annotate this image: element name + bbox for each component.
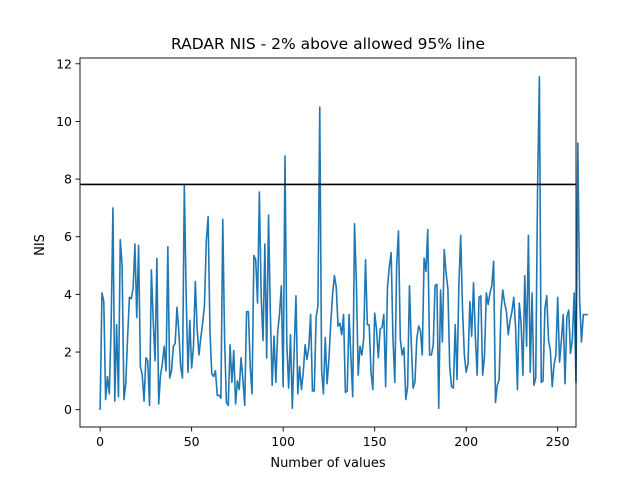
y-tick-label: 2 [64,345,72,360]
y-tick-label: 4 [64,287,72,302]
x-tick-label: 250 [546,434,570,449]
y-tick-label: 6 [64,229,72,244]
x-axis-label: Number of values [270,456,386,471]
plot-frame [79,57,577,428]
x-axis: 0 50 100 150 200 250 [96,427,570,449]
x-tick-label: 200 [454,434,478,449]
plot-area [79,57,588,428]
x-tick-label: 100 [271,434,295,449]
x-tick-label: 0 [96,434,104,449]
y-tick-label: 12 [56,56,72,71]
y-tick-label: 10 [56,114,72,129]
y-axis: 0 2 4 6 8 10 12 [56,56,80,417]
chart-title: RADAR NIS - 2% above allowed 95% line [171,35,485,53]
x-tick-label: 150 [363,434,387,449]
x-tick-label: 50 [184,434,200,449]
y-axis-label: NIS [33,234,48,256]
y-tick-label: 0 [64,402,72,417]
nis-series-line [99,75,588,410]
y-tick-label: 8 [64,172,72,187]
